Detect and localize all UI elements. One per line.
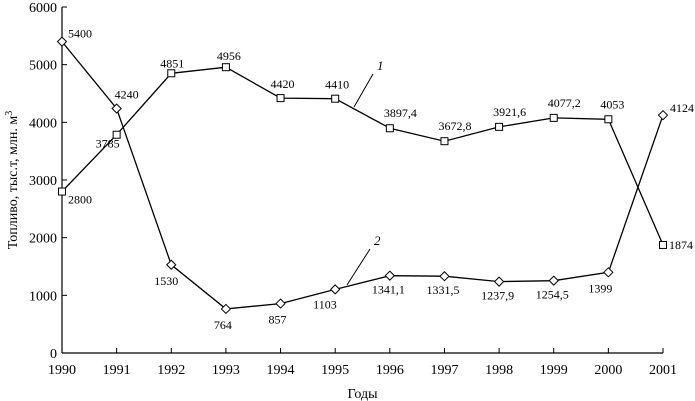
x-tick-label: 1990 [48,363,76,378]
series-2-marker [111,103,122,114]
series-2-data-label: 1341,1 [372,283,405,297]
series-1-tag: 1 [377,58,384,73]
y-axis-title-text: Топливо, тыс.т, млн. м [6,116,21,250]
series-1-marker [58,187,66,196]
y-axis-title-superscript: 3 [4,111,15,116]
series-1-data-label: 4420 [271,77,295,91]
x-tick-label: 2000 [594,363,622,378]
series-2-data-label: 857 [269,313,287,327]
series-1-data-label: 4410 [325,78,349,92]
x-tick-label: 1999 [540,363,568,378]
y-tick-label: 6000 [29,1,57,16]
series-1-data-label: 1874 [669,238,693,252]
series-1-marker [276,94,285,103]
series-2-marker [220,303,232,315]
x-tick-label: 1997 [430,363,458,378]
x-tick-label: 2001 [649,363,677,378]
x-tick-label: 1992 [157,363,185,378]
series-2-marker [657,109,669,121]
series-1-data-label: 4053 [600,97,624,111]
series-1-data-label: 3785 [96,137,120,151]
y-tick-label: 1000 [29,289,57,304]
series-1-marker [385,124,394,133]
series-1-marker [549,113,558,122]
series-2-marker [329,284,341,295]
y-tick-label: 2000 [29,232,57,247]
series-2-tag: 2 [374,233,381,248]
series-2-data-label: 1237,9 [481,289,514,303]
series-2-data-label: 1103 [313,297,337,311]
series-1-marker [659,240,667,249]
axes: 0 1000 2000 3000 4000 5000 6000 1990 1991 1992 199… [29,1,677,378]
data-labels: 2800 3785 4851 4956 4420 4410 3897,4 3672,8 3921… [68,27,694,332]
series-1-marker [167,69,176,78]
y-tick-label: 4000 [29,116,57,131]
series-2-data-label: 764 [214,318,232,332]
series-2-data-label: 4240 [115,87,139,101]
x-tick-label: 1996 [376,363,404,378]
series-2-line [61,41,664,310]
series-2-marker [166,259,177,270]
series-2-marker [493,276,505,287]
markers [56,36,669,315]
series-tags: 12 [346,58,384,286]
series-2-marker [275,298,286,309]
series-1-marker [331,94,340,103]
y-tick-label: 3000 [29,174,57,189]
series-2-data-label: 1530 [154,274,178,288]
series-1-marker [495,122,504,131]
series-2-leader-line [346,248,371,286]
series-1-data-label: 4956 [217,49,241,63]
series-2-data-label: 1331,5 [426,283,459,297]
series-1-marker [221,63,230,72]
series-2-marker [548,275,559,286]
series-1-data-label: 3672,8 [438,119,471,133]
series-2-data-label: 4124 [670,101,694,115]
x-tick-label: 1991 [103,363,131,378]
series-2-marker [384,270,396,281]
y-axis-title: Топливо, тыс.т, млн. м3 [4,111,21,250]
x-axis-title: Годы [348,387,379,401]
x-tick-label: 1994 [267,363,295,378]
x-tick-label: 1995 [321,363,349,378]
series-1-leader-line [353,73,374,108]
series-1-marker [440,137,449,146]
series-1-marker [604,115,613,124]
series-2-data-label: 5400 [68,27,92,41]
series-1-data-label: 3921,6 [493,105,526,119]
series-2-marker [56,36,68,47]
series-1-data-label: 4077,2 [548,96,581,110]
series-2-marker [603,267,614,278]
series-1-line [61,66,664,246]
y-tick-label: 0 [50,347,57,362]
series-2-data-label: 1399 [588,281,612,295]
series-1-data-label: 3897,4 [384,106,417,120]
series-1-marker [112,130,121,139]
x-tick-label: 1998 [485,363,513,378]
series-lines [61,41,664,310]
series-1-data-label: 2800 [68,193,92,207]
series-2-marker [439,271,450,282]
series-2-data-label: 1254,5 [536,288,569,302]
series-1-data-label: 4851 [160,56,184,70]
x-tick-label: 1993 [212,363,240,378]
y-tick-label: 5000 [29,59,57,74]
